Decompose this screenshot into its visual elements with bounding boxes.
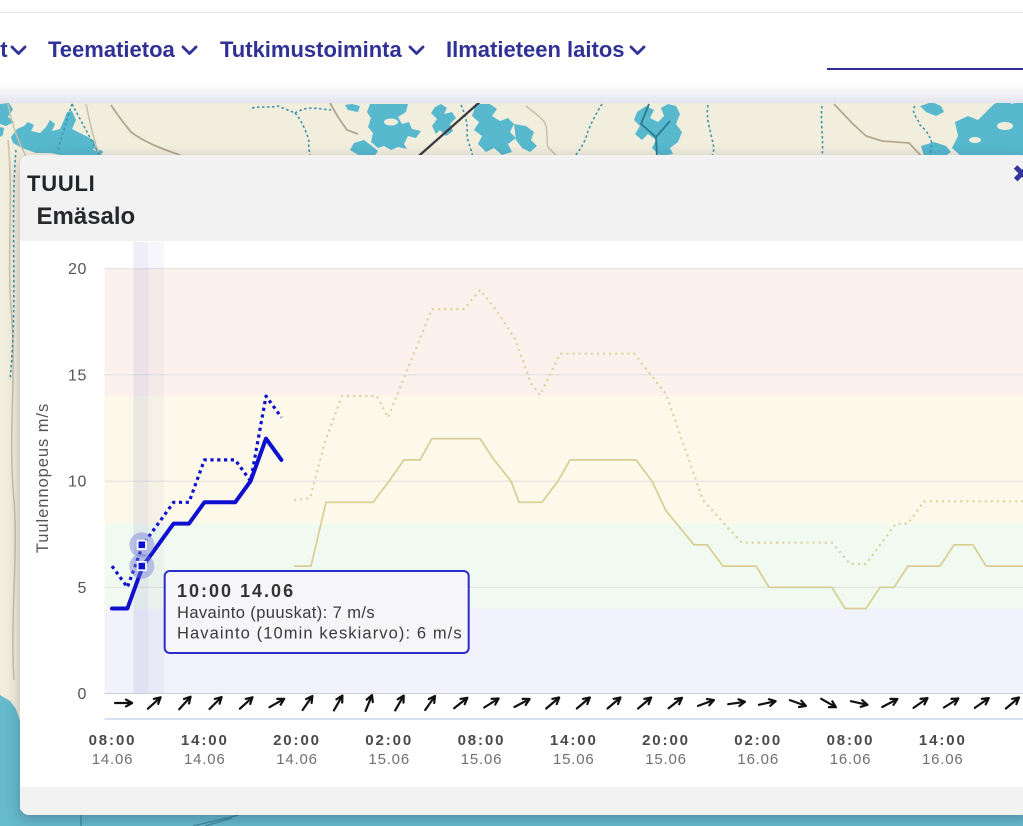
svg-text:10: 10 <box>68 474 87 491</box>
svg-text:02:00: 02:00 <box>365 732 413 749</box>
svg-text:16.06: 16.06 <box>737 751 779 768</box>
svg-text:10:00 14.06: 10:00 14.06 <box>177 581 295 601</box>
svg-text:20: 20 <box>68 261 87 278</box>
svg-text:02:00: 02:00 <box>734 732 782 749</box>
svg-text:08:00: 08:00 <box>458 732 506 749</box>
svg-text:15.06: 15.06 <box>553 751 595 768</box>
svg-text:08:00: 08:00 <box>827 732 875 749</box>
svg-text:14:00: 14:00 <box>181 732 229 749</box>
svg-text:Havainto (puuskat): 7 m/s: Havainto (puuskat): 7 m/s <box>177 604 375 622</box>
svg-text:Tuulennopeus m/s: Tuulennopeus m/s <box>34 403 52 553</box>
svg-text:14:00: 14:00 <box>550 732 598 749</box>
svg-text:14.06: 14.06 <box>276 751 318 768</box>
svg-text:15.06: 15.06 <box>368 751 410 768</box>
svg-text:14:00: 14:00 <box>919 732 967 749</box>
svg-text:20:00: 20:00 <box>642 732 690 749</box>
svg-text:15.06: 15.06 <box>645 751 687 768</box>
svg-text:08:00: 08:00 <box>89 732 137 749</box>
svg-text:16.06: 16.06 <box>922 751 964 768</box>
svg-text:14.06: 14.06 <box>92 751 134 768</box>
svg-text:16.06: 16.06 <box>830 751 872 768</box>
svg-text:15: 15 <box>68 367 87 384</box>
svg-text:5: 5 <box>78 580 88 597</box>
svg-text:20:00: 20:00 <box>273 732 321 749</box>
svg-text:0: 0 <box>78 686 88 703</box>
svg-text:14.06: 14.06 <box>184 751 226 768</box>
svg-text:15.06: 15.06 <box>461 751 503 768</box>
svg-text:Havainto (10min keskiarvo): 6: Havainto (10min keskiarvo): 6 m/s <box>177 625 463 643</box>
